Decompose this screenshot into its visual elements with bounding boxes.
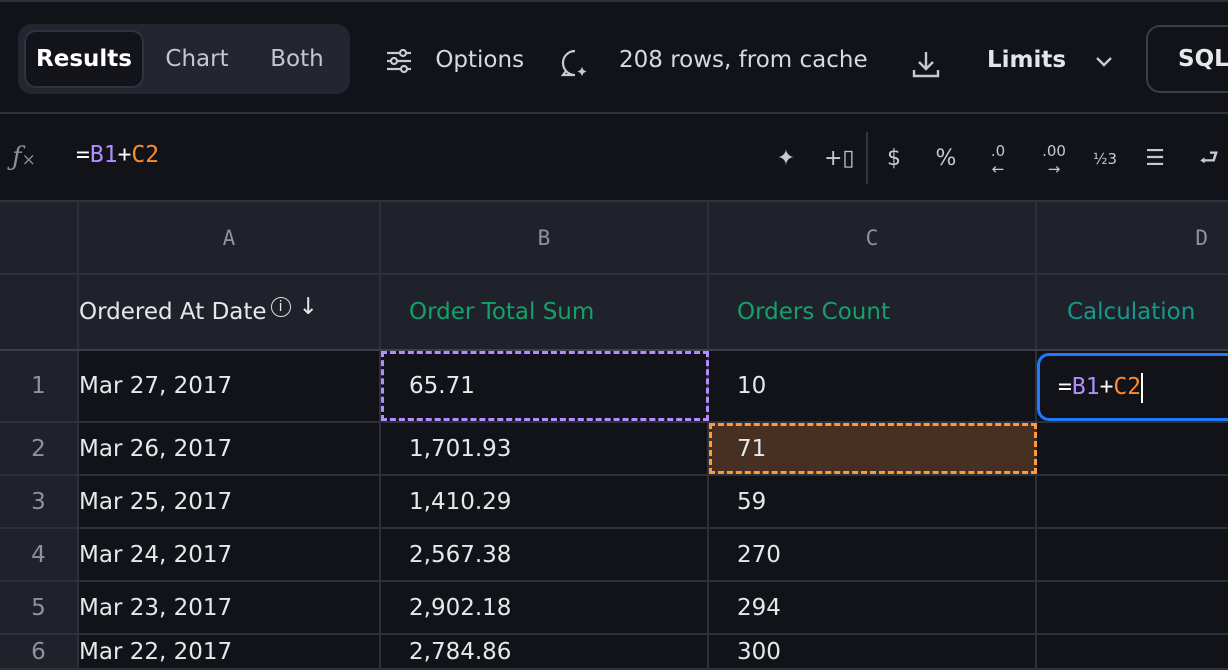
results-toolbar: Results Chart Both Options 208 rows, fro… (0, 0, 1228, 114)
currency-format-icon[interactable]: $ (887, 146, 901, 171)
table-row: 4 Mar 24, 2017 2,567.38 270 (0, 529, 1228, 582)
function-icon: ƒ× (12, 142, 36, 172)
sort-desc-icon[interactable]: ↓ (298, 294, 318, 320)
row-count-status: 208 rows, from cache (619, 47, 868, 73)
number-format-icon[interactable]: ½3 (1092, 150, 1118, 168)
header-spacer (0, 275, 79, 349)
row-number[interactable]: 6 (0, 635, 79, 668)
sliders-icon (387, 48, 411, 73)
tab-results[interactable]: Results (24, 30, 144, 88)
table-row: 1 Mar 27, 2017 65.71 10 =B1+C2 (0, 351, 1228, 423)
formula-input[interactable]: =B1+C2 (76, 142, 160, 168)
insert-column-icon[interactable]: +▯ (824, 146, 855, 171)
cell-ordered-at-date[interactable]: Mar 23, 2017 (79, 582, 381, 633)
cell-ordered-at-date[interactable]: Mar 27, 2017 (79, 351, 381, 421)
chevron-down-icon (1096, 56, 1112, 67)
cell-order-total-sum[interactable]: 1,410.29 (381, 476, 709, 527)
table-row: 2 Mar 26, 2017 1,701.93 71 (0, 423, 1228, 476)
percent-format-icon[interactable]: % (935, 146, 957, 171)
cell-orders-count[interactable]: 300 (709, 635, 1037, 668)
cell-order-total-sum[interactable]: 65.71 (381, 351, 709, 421)
table-row: 5 Mar 23, 2017 2,902.18 294 (0, 582, 1228, 635)
view-toggle: Results Chart Both (18, 24, 350, 94)
options-button[interactable]: Options (384, 40, 524, 80)
cell-order-total-sum[interactable]: 2,902.18 (381, 582, 709, 633)
cell-calculation[interactable] (1037, 582, 1228, 633)
limits-dropdown[interactable]: Limits (987, 40, 1116, 80)
download-icon[interactable] (910, 44, 942, 84)
column-header-ordered-at-date[interactable]: Ordered At Date i ↓ (79, 275, 381, 349)
cell-orders-count[interactable]: 270 (709, 529, 1037, 580)
cell-ordered-at-date[interactable]: Mar 26, 2017 (79, 423, 381, 474)
ai-chat-icon[interactable] (558, 44, 592, 84)
cell-orders-count[interactable]: 71 (709, 423, 1037, 474)
cell-calculation[interactable] (1037, 635, 1228, 668)
column-letter-a[interactable]: A (79, 202, 381, 273)
options-label: Options (435, 47, 525, 73)
cell-calculation[interactable] (1037, 476, 1228, 527)
tab-both[interactable]: Both (270, 46, 324, 72)
table-row: 6 Mar 22, 2017 2,784.86 300 (0, 635, 1228, 670)
tab-chart[interactable]: Chart (165, 46, 229, 72)
cell-calculation[interactable] (1037, 423, 1228, 474)
cell-calculation[interactable] (1037, 529, 1228, 580)
info-icon[interactable]: i (270, 297, 291, 317)
column-letter-c[interactable]: C (709, 202, 1037, 273)
row-number[interactable]: 3 (0, 476, 79, 527)
cell-orders-count[interactable]: 294 (709, 582, 1037, 633)
cell-orders-count[interactable]: 59 (709, 476, 1037, 527)
formula-bar: ƒ× =B1+C2 ✦ +▯ $ % .0 ← .00 → ½3 ☰ ⮐ (0, 114, 1228, 202)
column-letter-b[interactable]: B (381, 202, 709, 273)
wrap-text-icon[interactable]: ⮐ (1199, 146, 1219, 171)
cell-orders-count[interactable]: 10 (709, 351, 1037, 421)
column-header-calculation[interactable]: Calculation (1067, 299, 1196, 325)
corner-cell[interactable] (0, 202, 79, 273)
increase-decimals-icon[interactable]: .00 → (1042, 142, 1066, 178)
cell-order-total-sum[interactable]: 2,784.86 (381, 635, 709, 668)
table-row: 3 Mar 25, 2017 1,410.29 59 (0, 476, 1228, 529)
text-caret (1141, 372, 1144, 403)
cell-editor-input[interactable]: =B1+C2 (1037, 353, 1228, 421)
column-header-row: Ordered At Date i ↓ Order Total Sum Orders… (0, 275, 1228, 351)
column-letter-row: A B C D (0, 202, 1228, 275)
column-header-orders-count[interactable]: Orders Count (709, 275, 1037, 349)
row-number[interactable]: 4 (0, 529, 79, 580)
align-icon[interactable]: ☰ (1145, 146, 1165, 171)
column-letter-d[interactable]: D (1195, 225, 1208, 250)
row-number[interactable]: 2 (0, 423, 79, 474)
row-number[interactable]: 5 (0, 582, 79, 633)
cell-ordered-at-date[interactable]: Mar 24, 2017 (79, 529, 381, 580)
decrease-decimals-icon[interactable]: .0 ← (990, 142, 1006, 178)
cell-order-total-sum[interactable]: 1,701.93 (381, 423, 709, 474)
cell-order-total-sum[interactable]: 2,567.38 (381, 529, 709, 580)
row-number[interactable]: 1 (0, 351, 79, 421)
limits-label: Limits (987, 47, 1067, 73)
cell-ordered-at-date[interactable]: Mar 25, 2017 (79, 476, 381, 527)
sparkle-icon[interactable]: ✦ (776, 146, 796, 171)
toolbar-divider (866, 132, 868, 184)
sql-button[interactable]: SQL (1146, 25, 1228, 93)
column-header-order-total-sum[interactable]: Order Total Sum (381, 275, 709, 349)
cell-ordered-at-date[interactable]: Mar 22, 2017 (79, 635, 381, 668)
header-label: Ordered At Date (79, 299, 267, 325)
